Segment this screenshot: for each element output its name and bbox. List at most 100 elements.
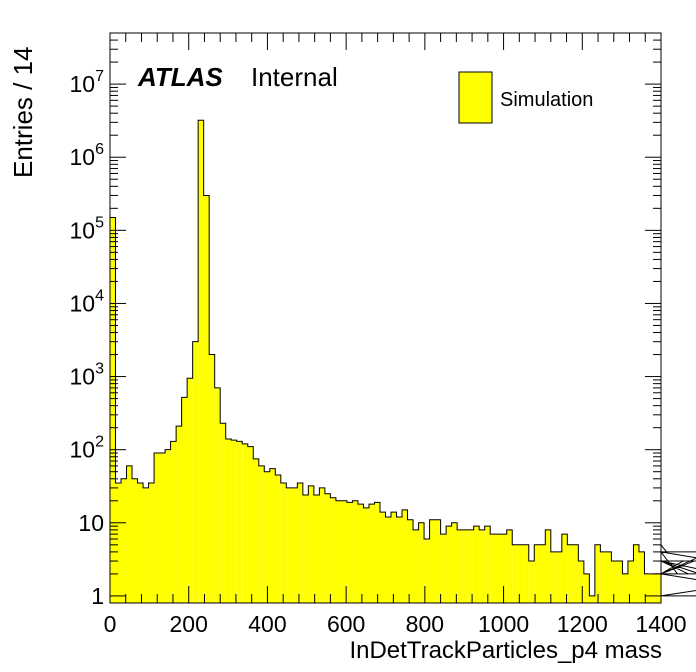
x-tick-labels: 0 200 400 600 800 1000 1200 1400 [104,611,687,637]
histogram-bar [341,500,347,603]
atlas-label: ATLAS [137,62,223,92]
histogram-bar [308,485,314,603]
histogram-bar [357,504,364,603]
histogram-bar [556,551,562,603]
histogram-bar [137,483,144,603]
histogram-bar [374,502,380,603]
histogram-bar [143,487,149,603]
histogram-bar [396,517,403,603]
x-tick-label: 200 [170,611,208,637]
histogram-bar [291,487,298,603]
histogram-bar [424,539,430,603]
histogram-bar [578,561,584,603]
y-tick-label: 10 [78,510,104,536]
histogram-bar [572,544,579,603]
histogram-bar [363,507,369,603]
histogram-bar [132,478,138,603]
histogram-bar [462,529,469,603]
histogram-bar [121,478,127,603]
histogram-bar [545,529,551,603]
histogram-bar [324,493,331,603]
histogram-bar [600,551,606,603]
y-tick-label: 1 [91,583,104,609]
histogram-bar [451,522,458,603]
histogram-bar [330,497,336,603]
y-tick-label: 103 [70,361,105,390]
histogram-bar [264,471,270,603]
histogram-bar [644,573,650,603]
x-tick-label: 1200 [557,611,608,637]
histogram-bar [391,512,397,603]
histogram-bar [605,551,612,603]
histogram-bar [446,526,452,603]
plot-frame [109,32,662,604]
y-axis-label: Entries / 14 [8,46,38,178]
histogram-bar [468,529,474,603]
x-tick-label: 800 [406,611,444,637]
histogram-bar [594,544,601,603]
histogram-bar [253,458,259,603]
histogram-outline [109,119,696,603]
histogram-bar [231,440,237,603]
histogram-bar [638,551,645,603]
histogram-bar [539,544,546,603]
legend-swatch [458,71,493,124]
histogram-bar [440,534,447,603]
histogram-bar [528,561,535,603]
histogram-bar [616,561,623,603]
histogram-bar [170,441,177,603]
histogram-bar [313,494,320,603]
histogram-bar [181,397,188,603]
histogram-bar [402,509,408,603]
histogram-bar [258,465,265,603]
histogram-bar [115,483,122,603]
histogram-bar [435,519,441,603]
histogram-bar [159,453,166,603]
histogram-bar [335,500,342,603]
histogram-bar [633,544,639,603]
histogram-bars [109,119,696,604]
histogram-bar [567,544,573,603]
legend: Simulation [458,71,593,124]
histogram-bar [247,446,254,603]
histogram-bar [368,504,375,603]
histogram-bar [495,534,502,603]
histogram-bar [220,423,226,603]
histogram-bar [346,502,353,603]
legend-entry-simulation: Simulation [500,89,593,111]
histogram-bar [319,487,325,603]
histogram-bar [286,487,292,603]
histogram-bar [517,544,524,603]
histogram-bar [550,551,557,603]
y-tick-label: 107 [70,68,105,97]
histogram-bar [275,475,281,603]
histogram-bar [225,438,232,603]
histogram-bar [501,534,507,603]
histogram-bar [187,378,193,603]
histogram-bar [198,120,204,603]
histogram-bar [418,522,425,603]
histogram-bar [457,529,463,603]
histogram-bar [165,449,171,603]
histogram-bar [655,573,661,603]
histogram-bar [126,465,133,603]
histogram-bar [512,544,518,603]
x-tick-label: 0 [104,611,117,637]
histogram-bar [148,483,155,603]
histogram-bar [214,387,221,603]
histogram-bar [429,519,436,603]
histogram-bar [302,494,309,603]
histogram-bar [385,517,392,603]
histogram-bar [589,595,595,603]
histogram-bar [154,453,160,603]
histogram-bar [473,526,480,603]
histogram-bar [209,354,215,603]
y-tick-labels: 1 10 102 103 104 105 106 107 [70,68,105,609]
histogram-bar [407,519,414,603]
y-tick-label: 106 [70,141,105,170]
histogram-bar [192,341,199,603]
histogram-bar [297,483,303,603]
x-axis-label: InDetTrackParticles_p4 mass [349,637,662,664]
histogram-bar [236,441,243,603]
